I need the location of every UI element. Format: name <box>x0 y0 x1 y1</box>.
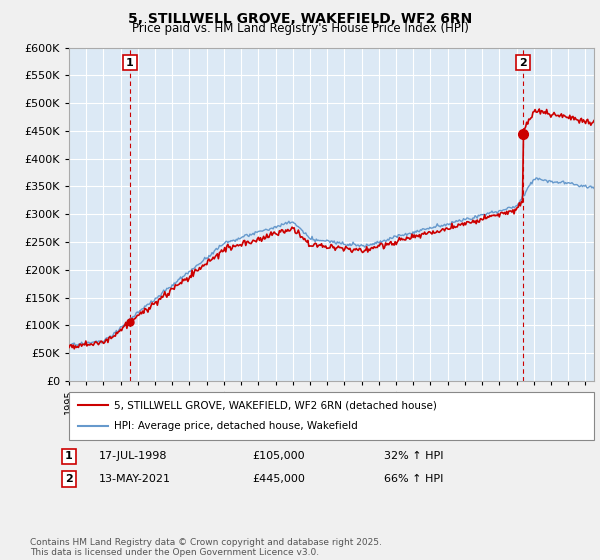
Text: £445,000: £445,000 <box>252 474 305 484</box>
Text: 5, STILLWELL GROVE, WAKEFIELD, WF2 6RN: 5, STILLWELL GROVE, WAKEFIELD, WF2 6RN <box>128 12 472 26</box>
Text: Price paid vs. HM Land Registry's House Price Index (HPI): Price paid vs. HM Land Registry's House … <box>131 22 469 35</box>
Text: HPI: Average price, detached house, Wakefield: HPI: Average price, detached house, Wake… <box>114 421 358 431</box>
Text: £105,000: £105,000 <box>252 451 305 461</box>
Text: 66% ↑ HPI: 66% ↑ HPI <box>384 474 443 484</box>
Text: Contains HM Land Registry data © Crown copyright and database right 2025.
This d: Contains HM Land Registry data © Crown c… <box>30 538 382 557</box>
Text: 1: 1 <box>126 58 134 68</box>
Text: 1: 1 <box>65 451 73 461</box>
Text: 17-JUL-1998: 17-JUL-1998 <box>99 451 167 461</box>
Text: 32% ↑ HPI: 32% ↑ HPI <box>384 451 443 461</box>
Text: 13-MAY-2021: 13-MAY-2021 <box>99 474 171 484</box>
Text: 5, STILLWELL GROVE, WAKEFIELD, WF2 6RN (detached house): 5, STILLWELL GROVE, WAKEFIELD, WF2 6RN (… <box>114 400 437 410</box>
Text: 2: 2 <box>519 58 527 68</box>
Text: 2: 2 <box>65 474 73 484</box>
